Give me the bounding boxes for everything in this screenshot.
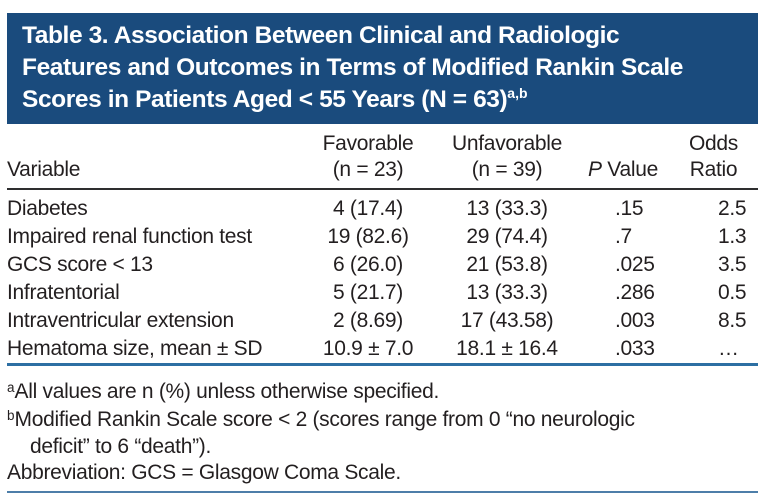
table-row: Diabetes 4 (17.4) 13 (33.3) .15 2.5 — [7, 189, 758, 223]
cell-odds-ratio: … — [669, 335, 758, 366]
column-header-variable: Variable — [7, 124, 299, 190]
footnote-a-marker: a — [7, 380, 15, 395]
footnote-b: bModified Rankin Scale score < 2 (scores… — [7, 407, 755, 435]
cell-favorable: 2 (8.69) — [333, 309, 403, 332]
cell-odds-ratio: 8.5 — [718, 309, 747, 332]
cell-favorable: 6 (26.0) — [333, 253, 403, 276]
footnote-b-text: Modified Rankin Scale score < 2 (scores … — [14, 407, 635, 431]
cell-unfavorable: 13 (33.3) — [466, 197, 548, 220]
cell-odds-ratio: 3.5 — [718, 253, 747, 276]
cell-p-value: .003 — [615, 309, 655, 332]
footnote-b-continuation: deficit” to 6 “death”). — [30, 435, 212, 458]
cell-variable: Infratentorial — [7, 281, 120, 304]
column-header-p-value: P Value — [577, 124, 669, 190]
footnote-a-text: All values are n (%) unless otherwise sp… — [14, 380, 440, 403]
column-header-favorable: Favorable (n = 23) — [299, 124, 437, 190]
table-title-bar: Table 3. Association Between Clinical an… — [7, 13, 758, 124]
p-italic: P — [588, 158, 602, 181]
cell-p-value: .7 — [615, 225, 632, 248]
cell-variable: Diabetes — [7, 197, 88, 220]
cell-odds-ratio: 2.5 — [718, 197, 747, 220]
table-title-line: Table 3. Association Between Clinical an… — [22, 20, 746, 52]
data-table: Variable Favorable (n = 23) Unfavorable … — [7, 124, 758, 366]
table-row: Hematoma size, mean ± SD 10.9 ± 7.0 18.1… — [7, 335, 758, 366]
bottom-rule — [7, 491, 758, 493]
footnotes: aAll values are n (%) unless otherwise s… — [7, 366, 755, 485]
table-row: Impaired renal function test 19 (82.6) 2… — [7, 223, 758, 251]
header-row: Variable Favorable (n = 23) Unfavorable … — [7, 124, 758, 190]
cell-unfavorable: 13 (33.3) — [466, 281, 548, 304]
column-header-label: Odds — [689, 132, 738, 155]
cell-favorable: 5 (21.7) — [333, 281, 403, 304]
table-row: Intraventricular extension 2 (8.69) 17 (… — [7, 307, 758, 335]
cell-unfavorable: 29 (74.4) — [466, 225, 548, 248]
cell-variable: Impaired renal function test — [7, 225, 252, 248]
cell-favorable: 4 (17.4) — [333, 197, 403, 220]
column-header-label: Unfavorable — [452, 132, 562, 155]
cell-variable: Intraventricular extension — [7, 309, 234, 332]
cell-p-value: .025 — [615, 253, 655, 276]
cell-odds-ratio: 0.5 — [718, 281, 747, 304]
column-header-sublabel: (n = 39) — [471, 158, 543, 181]
cell-favorable: 19 (82.6) — [327, 225, 409, 248]
table-title-text: Scores in Patients Aged < 55 Years (N = … — [22, 86, 508, 113]
column-header-odds-ratio: Odds Ratio — [669, 124, 758, 190]
table-row: Infratentorial 5 (21.7) 13 (33.3) .286 0… — [7, 279, 758, 307]
p-value-rest: Value — [601, 158, 658, 181]
cell-unfavorable: 17 (43.58) — [460, 309, 554, 332]
footnote-a: aAll values are n (%) unless otherwise s… — [7, 379, 755, 407]
column-header-label: Favorable — [322, 132, 414, 155]
cell-p-value: .15 — [615, 197, 644, 220]
column-header-label: P Value — [577, 157, 669, 183]
cell-p-value: .033 — [577, 335, 669, 366]
title-footnote-superscript: a,b — [507, 85, 528, 101]
table-title-text: Features and Outcomes in Terms of Modifi… — [22, 54, 683, 81]
column-header-label: Variable — [7, 158, 81, 181]
column-header-sublabel: Ratio — [689, 158, 738, 181]
column-header-sublabel: (n = 23) — [332, 158, 404, 181]
cell-odds-ratio: 1.3 — [718, 225, 747, 248]
footnote-b-marker: b — [7, 407, 15, 423]
table-title-line: Features and Outcomes in Terms of Modifi… — [22, 52, 746, 84]
table-title-line: Scores in Patients Aged < 55 Years (N = … — [22, 84, 746, 118]
table-row: GCS score < 13 6 (26.0) 21 (53.8) .025 3… — [7, 251, 758, 279]
cell-variable: Hematoma size, mean ± SD — [7, 335, 299, 366]
cell-variable: GCS score < 13 — [7, 253, 153, 276]
abbreviation-note: Abbreviation: GCS = Glasgow Coma Scale. — [7, 460, 401, 484]
column-header-unfavorable: Unfavorable (n = 39) — [437, 124, 577, 190]
cell-p-value: .286 — [615, 281, 655, 304]
table-title-text: Table 3. Association Between Clinical an… — [22, 22, 620, 49]
cell-unfavorable: 18.1 ± 16.4 — [437, 335, 577, 366]
cell-favorable: 10.9 ± 7.0 — [299, 335, 437, 366]
cell-unfavorable: 21 (53.8) — [466, 253, 548, 276]
